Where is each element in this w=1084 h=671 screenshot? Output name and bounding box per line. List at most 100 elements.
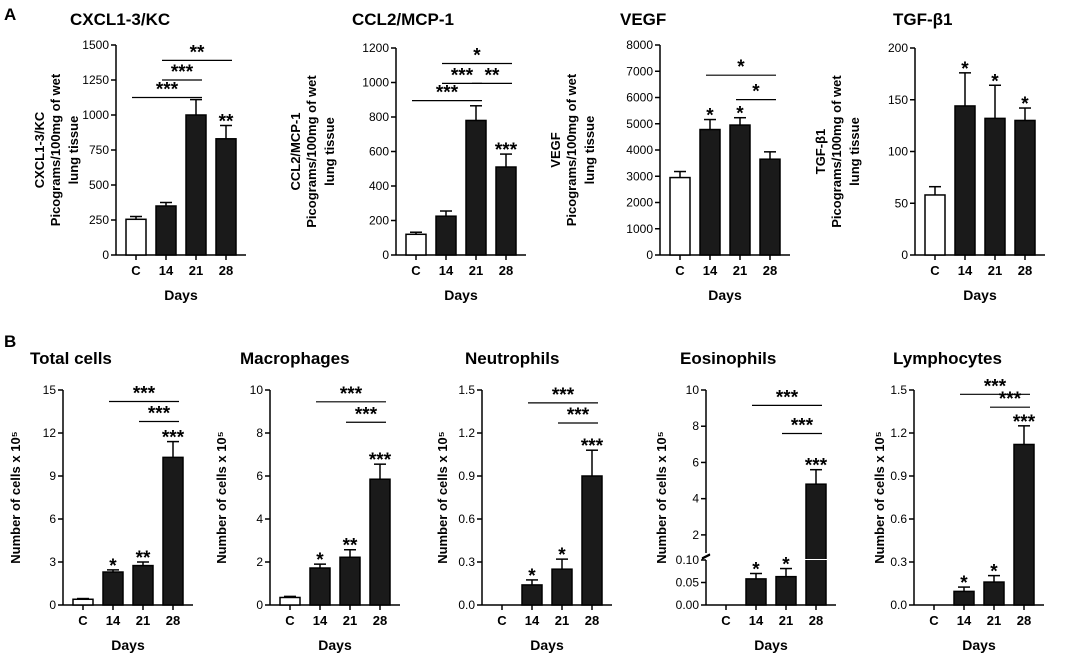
bar-21 [551,568,573,606]
bar-28 [1013,443,1035,606]
y-tick-label: 4 [256,512,263,526]
y-tick-label: 0.9 [458,469,475,483]
axis-break-gap [804,559,828,560]
x-tick-label: 21 [988,263,1002,278]
bracket-label: *** [148,404,171,425]
y-axis-label: lung tissue [322,117,337,186]
bracket-label: *** [436,83,459,104]
y-axis-label: Picograms/100mg of wet [829,75,844,228]
y-tick-label: 200 [369,214,389,228]
y-tick-label: 0.6 [890,512,907,526]
y-tick-label: 200 [888,41,908,55]
chart-b5: 0.00.30.60.91.21.5C*14*21***28******Lymp… [872,349,1044,653]
y-tick-label: 5000 [626,117,653,131]
x-tick-label: 28 [499,263,513,278]
y-tick-label: 0 [646,248,653,262]
y-tick-label: 0 [382,248,389,262]
y-tick-label: 0.05 [676,576,700,590]
y-tick-label: 0.00 [676,598,700,612]
bar-C [405,233,427,256]
chart-title: Eosinophils [680,349,776,368]
significance-marker: *** [1013,412,1036,433]
bar-28 [805,483,827,606]
y-tick-label: 7000 [626,64,653,78]
y-axis-label: TGF-β1 [813,129,828,175]
significance-marker: * [960,573,968,594]
y-tick-label: 250 [89,213,109,227]
x-tick-label: C [497,613,507,628]
y-tick-label: 0.3 [458,555,475,569]
y-axis-label: Number of cells x 10⁵ [8,431,23,564]
y-tick-label: 1000 [626,222,653,236]
x-tick-label: 28 [166,613,180,628]
x-tick-label: 14 [749,613,764,628]
x-tick-label: 21 [733,263,747,278]
bar-C [279,596,301,606]
x-tick-label: 14 [703,263,718,278]
significance-marker: * [782,555,790,576]
chart-title: Total cells [30,349,112,368]
x-tick-label: 14 [313,613,328,628]
bar-14 [155,205,177,256]
x-tick-label: 14 [957,613,972,628]
bracket-label: * [737,57,745,78]
y-tick-label: 4000 [626,143,653,157]
y-tick-label: 400 [369,179,389,193]
x-tick-label: 28 [373,613,387,628]
x-axis-label: Days [111,637,145,653]
bracket-label: *** [451,65,474,86]
x-tick-label: 14 [525,613,540,628]
chart-title: Neutrophils [465,349,559,368]
y-tick-label: 0.3 [890,555,907,569]
y-axis-label: Picograms/100mg of wet [48,73,63,226]
bracket-label: *** [999,389,1022,410]
bracket-label: ** [190,42,205,63]
bar-C [924,194,946,256]
significance-marker: ** [343,536,358,557]
y-tick-label: 3000 [626,169,653,183]
y-tick-label: 10 [250,383,264,397]
y-axis-label: CCL2/MCP-1 [288,112,303,190]
x-tick-label: C [929,613,939,628]
y-tick-label: 800 [369,110,389,124]
bracket-label: *** [776,387,799,408]
x-tick-label: C [285,613,295,628]
bar-28 [1014,119,1036,256]
x-tick-label: 21 [189,263,203,278]
chart-b4: 0.000.050.10246810C*14*21***28******Eosi… [654,349,836,653]
significance-marker: *** [495,140,518,161]
y-tick-label: 150 [888,93,908,107]
bracket-label: *** [171,62,194,83]
bracket-label: *** [567,405,590,426]
significance-marker: * [558,545,566,566]
significance-marker: * [991,71,999,92]
bar-28 [215,138,237,256]
x-axis-label: Days [754,637,788,653]
y-axis-label: lung tissue [66,116,81,185]
y-tick-label: 6000 [626,91,653,105]
y-tick-label: 0.10 [676,553,700,567]
x-axis-label: Days [708,287,742,303]
x-tick-label: 14 [106,613,121,628]
x-tick-label: 28 [1018,263,1032,278]
bar-21 [984,117,1006,256]
y-axis-label: Number of cells x 10⁵ [435,431,450,564]
chart-title: TGF-β1 [893,10,952,29]
x-axis-label: Days [963,287,997,303]
y-tick-label: 1.5 [890,383,907,397]
x-tick-label: C [131,263,141,278]
x-tick-label: 21 [555,613,569,628]
x-axis-label: Days [164,287,198,303]
y-tick-label: 3 [49,555,56,569]
bar-28 [495,166,517,256]
y-axis-label: lung tissue [847,117,862,186]
y-tick-label: 2 [256,555,263,569]
y-tick-label: 0.0 [458,598,475,612]
y-tick-label: 1250 [82,73,109,87]
x-tick-label: 14 [159,263,174,278]
y-tick-label: 100 [888,145,908,159]
chart-title: Lymphocytes [893,349,1002,368]
y-axis-label: Picograms/100mg of wet [304,75,319,228]
y-tick-label: 6 [692,455,699,469]
